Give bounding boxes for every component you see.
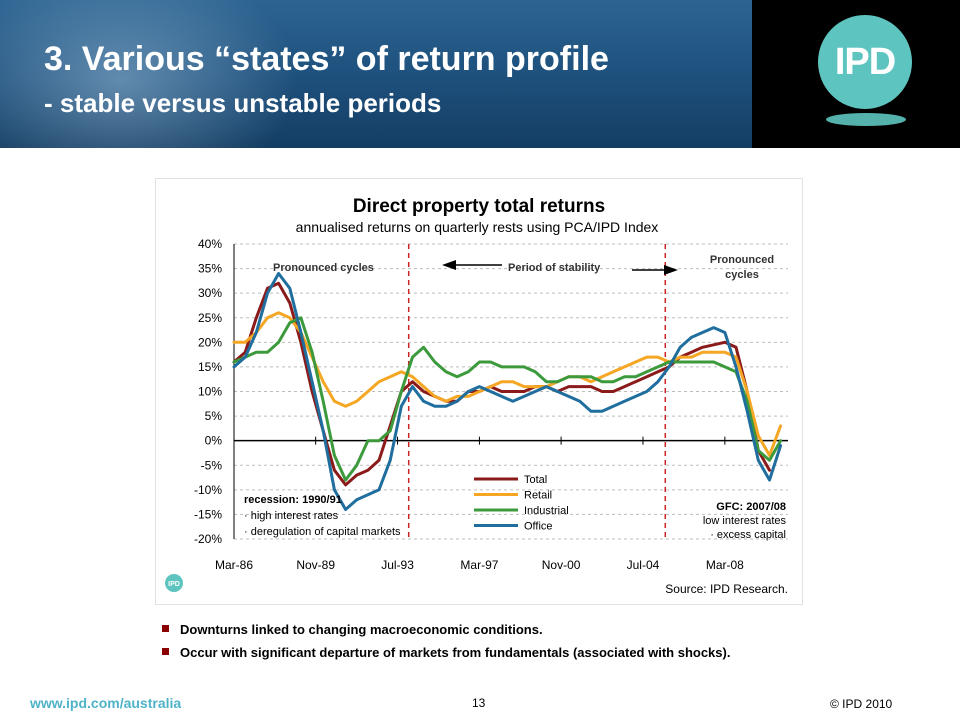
- y-tick-label: 35%: [198, 262, 222, 276]
- y-tick-label: 25%: [198, 311, 222, 325]
- chart-legend: Total Retail Industrial Office: [474, 474, 569, 533]
- chart-subtitle: annualised returns on quarterly rests us…: [296, 219, 659, 235]
- bullet-item: Downturns linked to changing macroeconom…: [162, 622, 730, 637]
- series-line-retail: [232, 311, 783, 457]
- copyright: © IPD 2010: [830, 697, 893, 711]
- y-tick-label: -10%: [194, 483, 222, 497]
- y-tick-label: 20%: [198, 335, 222, 349]
- bullet-text: Downturns linked to changing macroeconom…: [180, 622, 543, 637]
- x-tick-label: Mar-97: [460, 558, 498, 572]
- small-ipd-logo-text: IPD: [168, 581, 180, 588]
- chart-title: Direct property total returns: [353, 196, 605, 217]
- page-number: 13: [472, 696, 486, 710]
- annotation-period-of-stability: Period of stability: [508, 262, 601, 274]
- y-tick-label: 30%: [198, 286, 222, 300]
- ipd-logo-shadow: [826, 113, 906, 126]
- x-tick-label: Mar-08: [706, 558, 744, 572]
- footer-website-link[interactable]: www.ipd.com/australia: [30, 695, 182, 711]
- bullet-square-icon: [162, 625, 169, 632]
- x-tick-label: Mar-86: [215, 558, 253, 572]
- series-line-total: [232, 281, 771, 487]
- annotation-pronounced-cycles-left: Pronounced cycles: [273, 262, 374, 274]
- x-tick-label: Jul-04: [627, 558, 660, 572]
- bullet-text: Occur with significant departure of mark…: [180, 645, 731, 660]
- y-tick-label: 0%: [205, 434, 223, 448]
- slide-subtitle: - stable versus unstable periods: [44, 88, 442, 118]
- y-tick-label: 40%: [198, 237, 222, 251]
- chart-source: Source: IPD Research.: [665, 582, 788, 596]
- chart-panel: Direct property total returns annualised…: [155, 178, 803, 605]
- x-tick-label: Nov-00: [542, 558, 581, 572]
- bullet-list: Downturns linked to changing macroeconom…: [162, 622, 730, 668]
- returns-chart: Direct property total returns annualised…: [165, 196, 788, 596]
- small-ipd-logo-circle: [165, 574, 183, 592]
- y-tick-label: 5%: [205, 409, 223, 423]
- header-glow: [0, 0, 300, 148]
- y-tick-label: 10%: [198, 385, 222, 399]
- annotation-pronounced-cycles-right-2: cycles: [725, 269, 759, 281]
- gfc-note-item-1: low interest rates: [703, 515, 787, 527]
- slide-title: 3. Various “states” of return profile: [44, 40, 609, 78]
- series-line-office: [232, 272, 783, 511]
- series-line-industrial: [232, 316, 783, 482]
- gfc-note-item-2: · excess capital: [710, 529, 786, 541]
- legend-label-retail: Retail: [524, 490, 552, 502]
- recession-note-item-2: · deregulation of capital markets: [244, 526, 401, 538]
- legend-label-total: Total: [524, 474, 547, 486]
- x-tick-label: Nov-89: [296, 558, 335, 572]
- bullet-item: Occur with significant departure of mark…: [162, 645, 730, 660]
- y-tick-label: -15%: [194, 507, 222, 521]
- header-banner: [0, 0, 960, 148]
- small-ipd-logo: IPD: [165, 574, 183, 592]
- y-tick-label: 15%: [198, 360, 222, 374]
- annotation-pronounced-cycles-right-1: Pronounced: [710, 254, 774, 266]
- series-lines: [232, 272, 783, 511]
- bullet-square-icon: [162, 648, 169, 655]
- gfc-note-title: GFC: 2007/08: [716, 501, 786, 513]
- x-tick-label: Jul-93: [381, 558, 414, 572]
- recession-note-title: recession: 1990/91: [244, 494, 342, 506]
- recession-note-item-1: · high interest rates: [244, 510, 339, 522]
- ipd-logo: IPD: [818, 15, 912, 109]
- arrow-left-head: [442, 260, 456, 270]
- y-tick-label: -20%: [194, 532, 222, 546]
- legend-label-office: Office: [524, 521, 553, 533]
- stability-arrows: [442, 260, 678, 275]
- arrow-right-head: [664, 265, 678, 275]
- legend-label-industrial: Industrial: [524, 505, 569, 517]
- y-tick-label: -5%: [201, 458, 223, 472]
